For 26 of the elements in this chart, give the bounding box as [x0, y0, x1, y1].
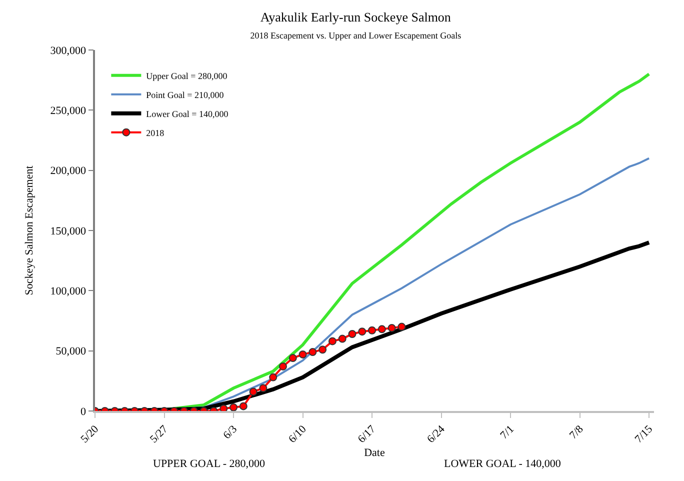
text: LOWER GOAL - 140,000 [444, 458, 562, 470]
y-axis-title: Sockeye Salmon Escapement [23, 166, 36, 296]
chart-title: Ayakulik Early-run Sockeye Salmon [260, 10, 452, 25]
y-tick-label: 0 [80, 406, 87, 418]
x-tick-label: 6/10 [286, 422, 310, 446]
chart-subtitle: 2018 Escapement vs. Upper and Lower Escapement Goals [250, 30, 462, 41]
y-tick-label: 100,000 [50, 286, 87, 298]
x-tick-label: 6/17 [356, 422, 378, 446]
x-tick-label: 7/8 [567, 422, 586, 442]
y-tick-label: 50,000 [56, 346, 87, 358]
legend-label: Point Goal = 210,000 [146, 90, 224, 100]
y-tick-label: 200,000 [50, 165, 87, 178]
y-tick-label: 250,000 [50, 105, 87, 118]
legend-label: Lower Goal = 140,000 [146, 108, 229, 119]
x-axis-title: Date [364, 447, 385, 460]
x-tick-label: 7/15 [632, 422, 656, 446]
x-tick-label: 5/27 [148, 422, 171, 446]
x-tick-label: 7/1 [498, 423, 517, 442]
x-tick-label: 5/20 [78, 422, 102, 446]
legend-label: 2018 [146, 128, 165, 138]
y-tick-label: 300,000 [50, 44, 87, 57]
legend-label: Upper Goal = 280,000 [146, 70, 228, 81]
y-tick-label: 150,000 [50, 225, 87, 238]
x-tick-label: 6/24 [424, 422, 448, 446]
text: UPPER GOAL - 280,000 [153, 458, 266, 470]
x-tick-label: 6/3 [221, 422, 240, 442]
